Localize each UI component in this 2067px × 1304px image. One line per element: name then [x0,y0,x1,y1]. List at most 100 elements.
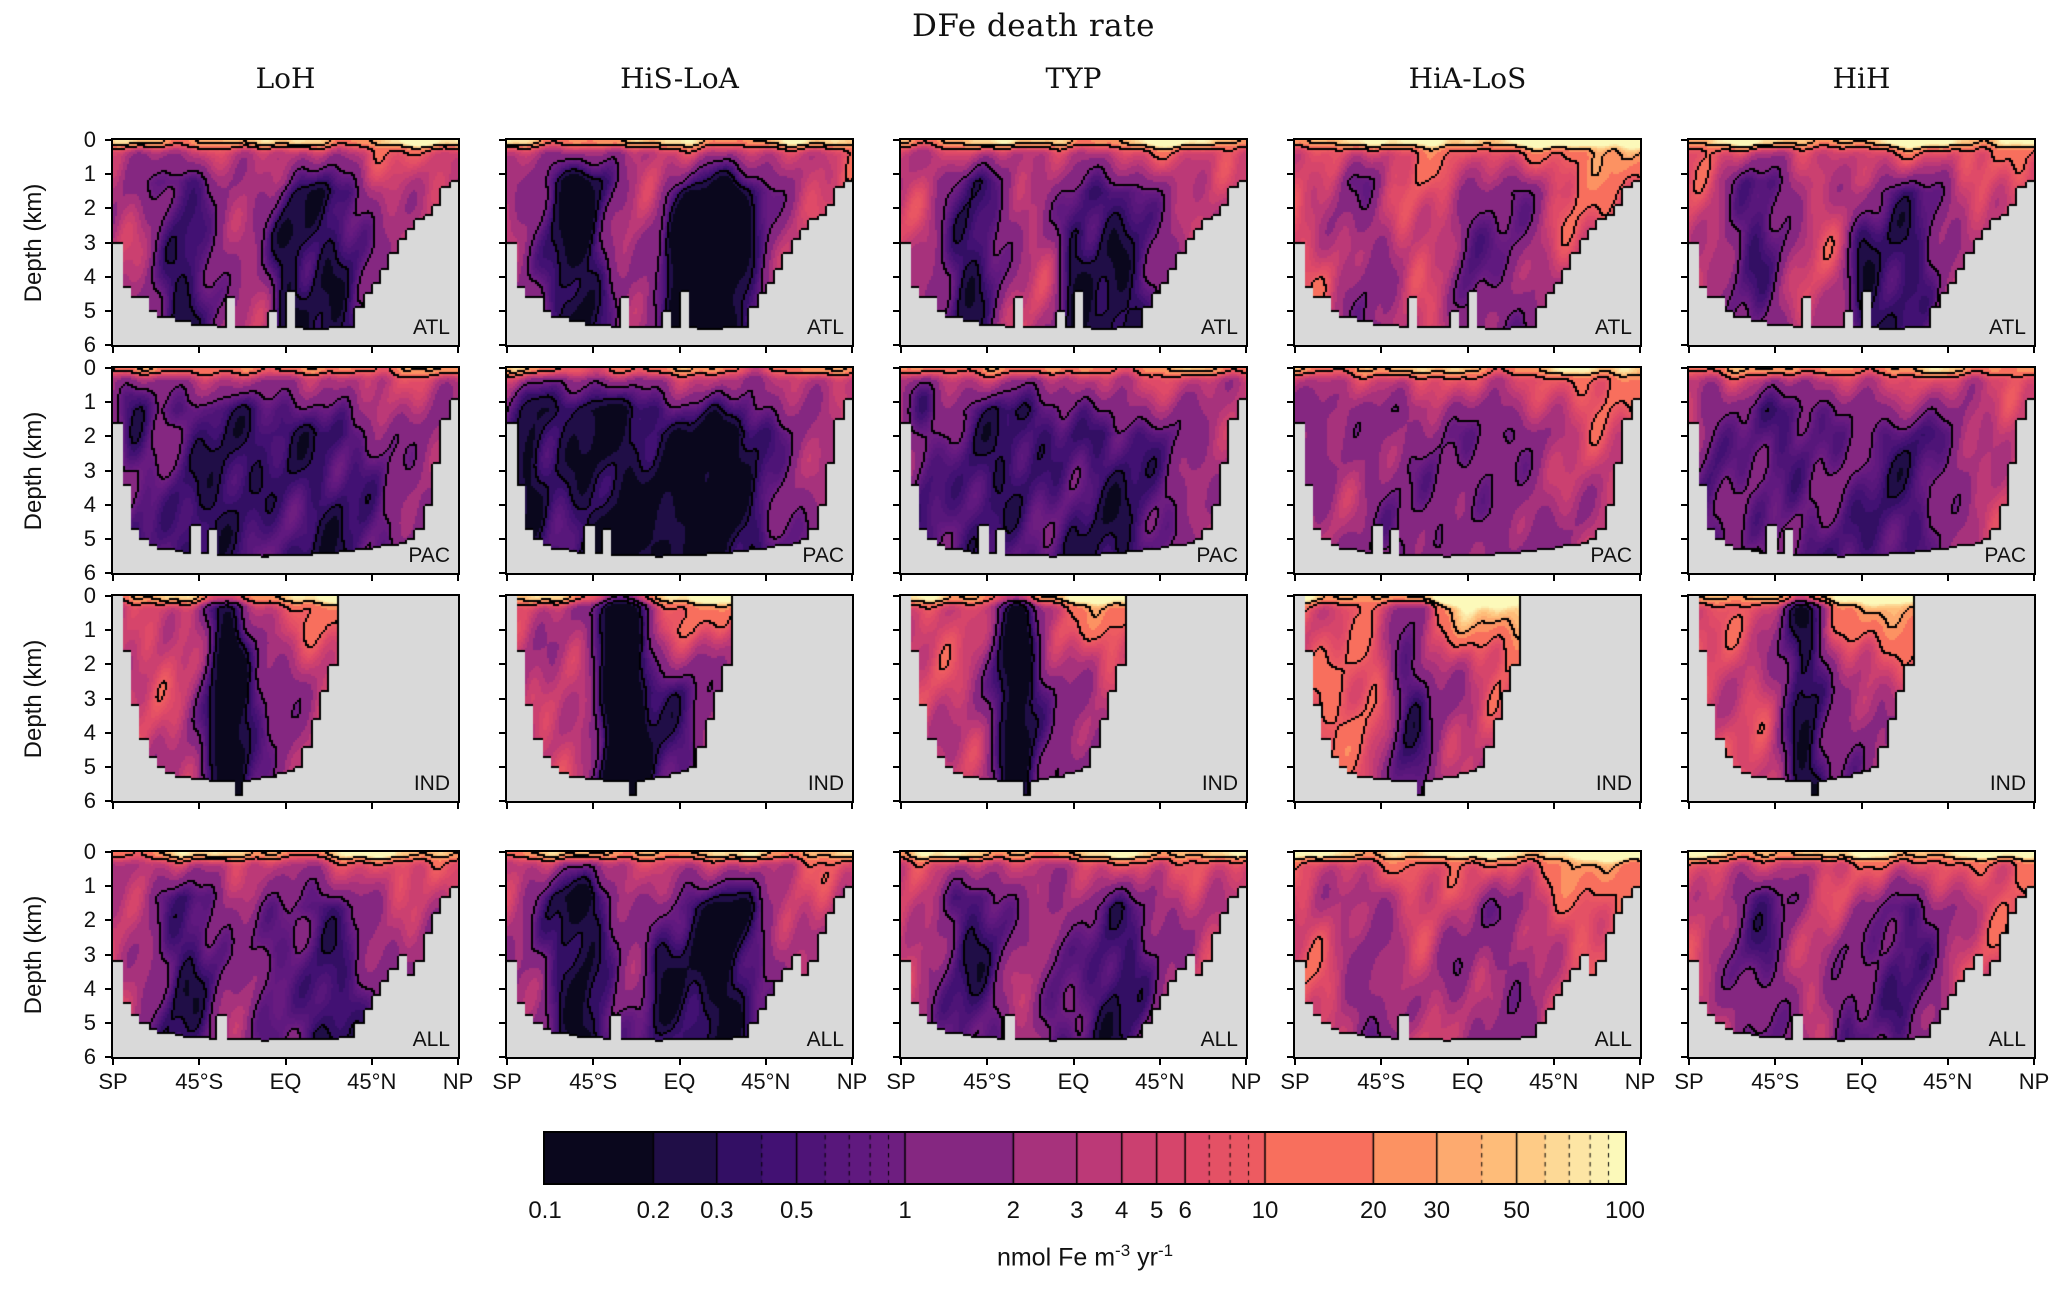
y-tick-mark [105,309,111,312]
y-tick-mark [1681,537,1687,540]
y-tick-label: 0 [83,583,96,608]
y-tick-label: 6 [83,788,96,813]
x-tick-mark [284,575,287,581]
x-tick-mark [1688,803,1690,809]
x-tick-mark [2033,1059,2035,1065]
y-tick-mark [1287,663,1293,666]
unit-superscript: -3 [1115,1241,1131,1260]
contour-canvas [1689,596,2034,801]
x-tick-mark [1466,575,1469,581]
y-tick-label: 4 [83,975,96,1001]
y-tick-label: 2 [83,423,96,449]
x-tick-mark [457,803,459,809]
x-tick-mark [1380,1059,1383,1065]
contour-canvas [1689,368,2034,573]
panel-PAC-HiS-LoA [505,366,854,575]
contour-canvas [1689,140,2034,345]
colorbar-tick-label: 0.2 [636,1197,671,1224]
x-tick-label: 45°S [1357,1069,1406,1094]
x-tick-mark [1639,1059,1641,1065]
x-tick-label: NP [1624,1069,1656,1094]
panel-ALL-LoH [111,850,460,1059]
y-tick-mark [499,987,505,990]
x-tick-mark [851,347,853,353]
x-tick-mark [1380,575,1383,581]
x-tick-mark [1946,575,1949,581]
x-tick-mark [284,1059,287,1065]
basin-label: IND [1989,772,2026,795]
basin-label: ATL [807,316,844,339]
y-tick-mark [1681,241,1687,244]
contour-canvas [113,368,458,573]
x-tick-mark [1946,1059,1949,1065]
y-tick-mark [1681,469,1687,472]
x-tick-mark [370,803,373,809]
y-axis-title: Depth (km) [20,411,47,530]
y-tick-mark [893,241,899,244]
panel-ALL-TYP [899,850,1248,1059]
x-tick-label: 45°S [569,1069,618,1094]
x-tick-mark [1158,1059,1161,1065]
colorbar-tick-label: 1 [898,1197,912,1224]
x-tick-mark [198,575,201,581]
y-tick-mark [499,663,505,666]
y-tick-mark [1287,469,1293,472]
contour-canvas [1295,140,1640,345]
y-tick-mark [893,987,899,990]
y-tick-mark [1287,537,1293,540]
y-tick-mark [1681,731,1687,734]
x-tick-mark [764,575,767,581]
x-tick-mark [1639,347,1641,353]
colorbar-tick-label: 6 [1178,1197,1192,1224]
y-tick-label: 1 [83,617,96,643]
unit-text: yr [1130,1243,1158,1272]
y-tick-label: 0 [83,355,96,380]
y-tick-mark [1287,275,1293,278]
panel-ALL-HiA-LoS [1293,850,1642,1059]
y-tick-mark [1287,572,1293,574]
y-tick-mark [1681,173,1687,176]
panel-IND-TYP [899,594,1248,803]
panel-ATL-TYP [899,138,1248,347]
colorbar-tick-label: 3 [1070,1197,1084,1224]
x-tick-mark [764,347,767,353]
y-tick-mark [1681,1056,1687,1058]
x-tick-mark [370,347,373,353]
x-tick-mark [1688,1059,1690,1065]
y-tick-mark [1287,309,1293,312]
y-tick-mark [499,765,505,768]
y-tick-mark [105,173,111,176]
y-tick-mark [499,851,505,853]
y-tick-mark [893,207,899,210]
y-tick-mark [499,595,505,597]
y-tick-mark [1681,629,1687,632]
y-tick-mark [1287,435,1293,438]
y-tick-mark [499,1021,505,1024]
basin-label: ATL [1595,316,1632,339]
x-tick-mark [1158,575,1161,581]
basin-label: PAC [408,544,450,567]
panel-PAC-HiA-LoS [1293,366,1642,575]
y-tick-mark [1681,435,1687,438]
panel-IND-HiA-LoS [1293,594,1642,803]
x-tick-label: NP [442,1069,474,1094]
y-tick-label: 3 [83,941,96,967]
basin-label: ALL [1988,1028,2026,1051]
y-tick-mark [1681,663,1687,666]
y-tick-mark [105,344,111,346]
basin-label: IND [413,772,450,795]
x-tick-mark [1158,347,1161,353]
x-tick-mark [506,575,508,581]
x-tick-mark [592,575,595,581]
y-tick-mark [893,697,899,700]
y-axis-title: Depth (km) [20,183,47,302]
y-tick-label: 1 [83,389,96,415]
y-tick-mark [1681,697,1687,700]
unit-text: nmol Fe m [996,1243,1116,1272]
x-tick-label: 45°N [1135,1069,1185,1094]
x-tick-mark [1860,1059,1863,1065]
x-tick-mark [1072,347,1075,353]
y-tick-mark [893,275,899,278]
x-tick-mark [1294,575,1296,581]
y-tick-mark [893,1056,899,1058]
